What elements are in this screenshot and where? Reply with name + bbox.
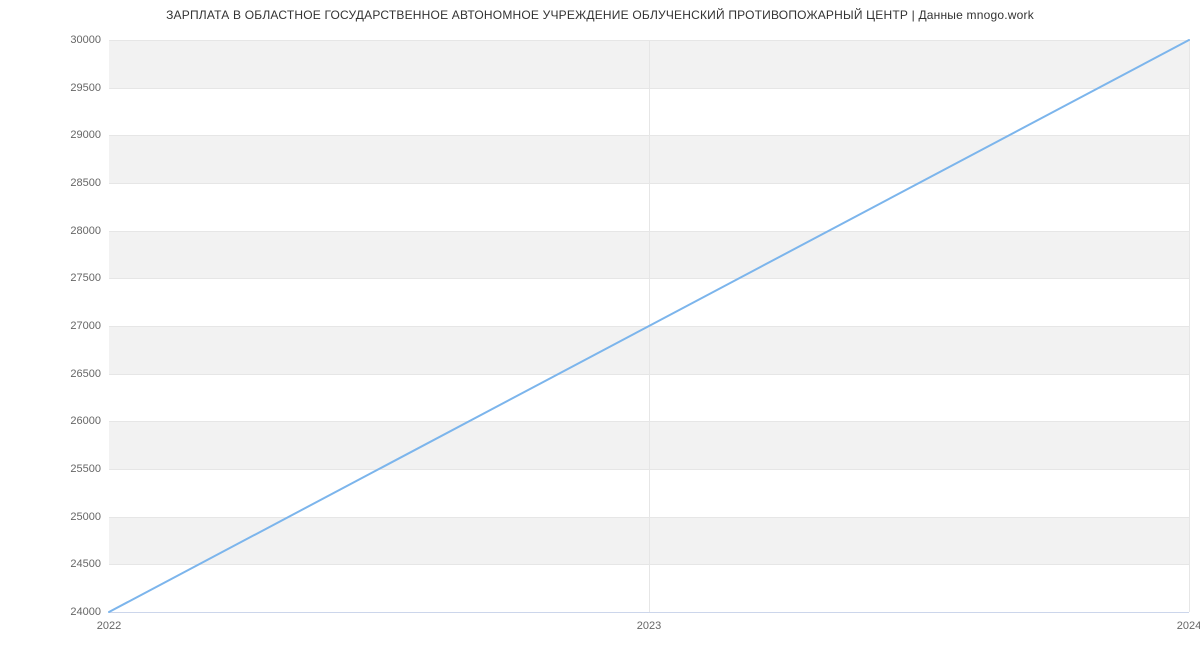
chart-title: ЗАРПЛАТА В ОБЛАСТНОЕ ГОСУДАРСТВЕННОЕ АВТ… (0, 8, 1200, 22)
y-axis-label: 25000 (59, 511, 101, 523)
x-axis-label: 2022 (97, 620, 121, 632)
y-axis-label: 27500 (59, 272, 101, 284)
plot-area: 2400024500250002550026000265002700027500… (109, 40, 1189, 612)
salary-chart: ЗАРПЛАТА В ОБЛАСТНОЕ ГОСУДАРСТВЕННОЕ АВТ… (0, 0, 1200, 650)
x-axis-label: 2024 (1177, 620, 1200, 632)
y-axis-label: 28500 (59, 177, 101, 189)
x-gridline (1189, 40, 1190, 612)
y-axis-label: 27000 (59, 320, 101, 332)
y-axis-label: 26000 (59, 415, 101, 427)
y-axis-label: 24000 (59, 606, 101, 618)
y-axis-label: 25500 (59, 463, 101, 475)
y-axis-label: 29000 (59, 129, 101, 141)
x-axis-line (109, 612, 1189, 613)
x-axis-label: 2023 (637, 620, 661, 632)
y-axis-label: 28000 (59, 225, 101, 237)
y-axis-label: 29500 (59, 82, 101, 94)
y-axis-label: 26500 (59, 368, 101, 380)
series-layer (109, 40, 1189, 612)
line-series-salary (109, 40, 1189, 612)
y-axis-label: 30000 (59, 34, 101, 46)
y-axis-label: 24500 (59, 558, 101, 570)
